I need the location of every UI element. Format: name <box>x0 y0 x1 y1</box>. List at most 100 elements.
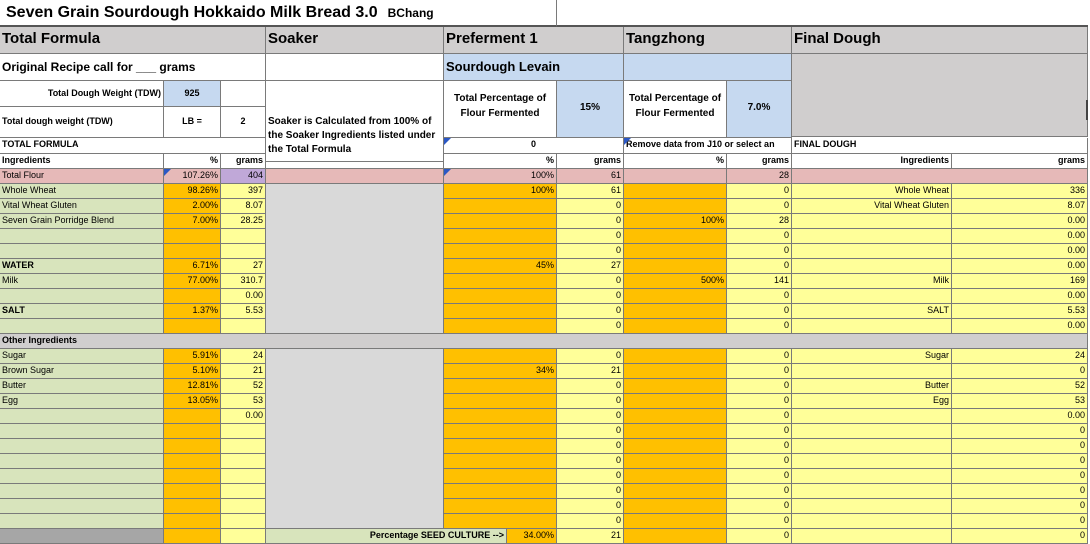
final-ingredient-name[interactable]: Butter <box>792 379 952 394</box>
final-ingredient-name[interactable] <box>792 289 952 304</box>
final-ingredient-name[interactable]: Milk <box>792 274 952 289</box>
tangzhong-grams[interactable]: 0 <box>727 229 792 244</box>
ingredient-grams[interactable]: 0.00 <box>221 409 266 424</box>
preferment-grams[interactable]: 0 <box>557 469 624 484</box>
soaker-note[interactable]: Soaker is Calculated from 100% of the So… <box>266 81 444 162</box>
preferment-grams[interactable]: 0 <box>557 304 624 319</box>
tangzhong-pct[interactable] <box>624 514 727 529</box>
ingredient-pct[interactable] <box>164 229 221 244</box>
final-ingredient-grams[interactable]: 0.00 <box>952 229 1088 244</box>
section-preferment[interactable]: Preferment 1 <box>444 27 624 54</box>
preferment-grams[interactable]: 0 <box>557 439 624 454</box>
preferment-grams[interactable]: 0 <box>557 214 624 229</box>
tangzhong-pct[interactable] <box>624 439 727 454</box>
ingredient-grams[interactable] <box>221 454 266 469</box>
seed-culture-pct[interactable]: 34.00% <box>507 529 557 544</box>
tangzhong-pct[interactable] <box>624 394 727 409</box>
tangzhong-grams[interactable]: 0 <box>727 409 792 424</box>
soaker-blank[interactable] <box>266 54 444 81</box>
grams-header[interactable]: grams <box>727 154 792 169</box>
ingredient-pct[interactable] <box>164 244 221 259</box>
ingredient-name[interactable] <box>0 499 164 514</box>
ingredient-pct[interactable] <box>164 439 221 454</box>
tangzhong-grams[interactable]: 0 <box>727 364 792 379</box>
tangzhong-grams[interactable]: 0 <box>727 394 792 409</box>
ingredient-pct[interactable] <box>164 454 221 469</box>
final-ingredient-name[interactable]: SALT <box>792 304 952 319</box>
tangzhong-note[interactable]: Remove data from J10 or select an <box>624 138 792 154</box>
final-ingredient-grams[interactable]: 0.00 <box>952 319 1088 334</box>
preferment-flour-grams[interactable]: 61 <box>557 169 624 184</box>
final-ingredient-grams[interactable]: 8.07 <box>952 199 1088 214</box>
seed-culture-grams[interactable]: 21 <box>557 529 624 544</box>
preferment-pct[interactable] <box>444 379 557 394</box>
preferment-grams[interactable]: 0 <box>557 454 624 469</box>
preferment-grams[interactable]: 0 <box>557 229 624 244</box>
ingredient-pct[interactable]: 98.26% <box>164 184 221 199</box>
tangzhong-grams[interactable]: 0 <box>727 424 792 439</box>
preferment-pct[interactable] <box>444 199 557 214</box>
final-ingredient-name[interactable] <box>792 214 952 229</box>
seed-final-grams[interactable]: 0 <box>952 529 1088 544</box>
other-ingredients-header[interactable]: Other Ingredients <box>0 334 1088 349</box>
preferment-grams[interactable]: 0 <box>557 274 624 289</box>
tangzhong-pct[interactable] <box>624 259 727 274</box>
tangzhong-pct[interactable] <box>624 319 727 334</box>
ingredient-name[interactable]: Brown Sugar <box>0 364 164 379</box>
final-ingredient-grams[interactable]: 0 <box>952 484 1088 499</box>
ingredient-grams[interactable]: 397 <box>221 184 266 199</box>
section-final-dough[interactable]: Final Dough <box>792 27 1088 54</box>
ingredient-grams[interactable] <box>221 229 266 244</box>
final-ingredient-grams[interactable]: 0 <box>952 499 1088 514</box>
section-total-formula[interactable]: Total Formula <box>0 27 266 54</box>
preferment-grams[interactable]: 27 <box>557 259 624 274</box>
ingredient-grams[interactable] <box>221 439 266 454</box>
blank[interactable] <box>624 169 727 184</box>
ingredient-grams[interactable] <box>221 244 266 259</box>
preferment-grams[interactable]: 0 <box>557 379 624 394</box>
blank[interactable] <box>792 529 952 544</box>
tangzhong-grams[interactable]: 0 <box>727 484 792 499</box>
final-ingredient-grams[interactable]: 0 <box>952 469 1088 484</box>
final-ingredient-name[interactable] <box>792 229 952 244</box>
final-ingredient-grams[interactable]: 0 <box>952 514 1088 529</box>
total-flour-label[interactable]: Total Flour <box>0 169 164 184</box>
preferment-pct[interactable] <box>444 319 557 334</box>
ingredient-pct[interactable]: 1.37% <box>164 304 221 319</box>
preferment-percentage-label[interactable]: Total Percentage of Flour Fermented <box>444 81 557 138</box>
tangzhong-grams[interactable]: 0 <box>727 499 792 514</box>
final-ingredient-name[interactable]: Whole Wheat <box>792 184 952 199</box>
preferment-grams[interactable]: 21 <box>557 364 624 379</box>
tdw-lb-unit[interactable]: LB = <box>164 107 221 138</box>
preferment-grams[interactable]: 0 <box>557 289 624 304</box>
ingredient-pct[interactable]: 5.91% <box>164 349 221 364</box>
final-ingredient-grams[interactable]: 336 <box>952 184 1088 199</box>
ingredient-pct[interactable]: 7.00% <box>164 214 221 229</box>
ingredient-pct[interactable] <box>164 499 221 514</box>
preferment-pct[interactable] <box>444 514 557 529</box>
tdw-label[interactable]: Total Dough Weight (TDW) <box>0 81 164 107</box>
blank[interactable] <box>221 529 266 544</box>
tangzhong-pct[interactable] <box>624 484 727 499</box>
ingredient-name[interactable] <box>0 319 164 334</box>
tangzhong-grams[interactable]: 141 <box>727 274 792 289</box>
ingredient-name[interactable] <box>0 469 164 484</box>
preferment-pct[interactable]: 45% <box>444 259 557 274</box>
tangzhong-pct[interactable]: 500% <box>624 274 727 289</box>
ingredient-grams[interactable]: 27 <box>221 259 266 274</box>
ingredient-grams[interactable] <box>221 484 266 499</box>
blank[interactable] <box>221 81 266 107</box>
ingredient-name[interactable]: Seven Grain Porridge Blend <box>0 214 164 229</box>
tangzhong-grams[interactable]: 0 <box>727 439 792 454</box>
tangzhong-pct[interactable] <box>624 379 727 394</box>
tangzhong-grams[interactable]: 0 <box>727 454 792 469</box>
ingredient-grams[interactable]: 8.07 <box>221 199 266 214</box>
tangzhong-grams[interactable]: 0 <box>727 469 792 484</box>
ingredient-grams[interactable]: 53 <box>221 394 266 409</box>
tangzhong-pct[interactable] <box>624 304 727 319</box>
preferment-grams[interactable]: 0 <box>557 499 624 514</box>
ingredient-grams[interactable] <box>221 319 266 334</box>
tangzhong-grams[interactable]: 0 <box>727 244 792 259</box>
ingredient-grams[interactable] <box>221 469 266 484</box>
tangzhong-flour-grams[interactable]: 28 <box>727 169 792 184</box>
